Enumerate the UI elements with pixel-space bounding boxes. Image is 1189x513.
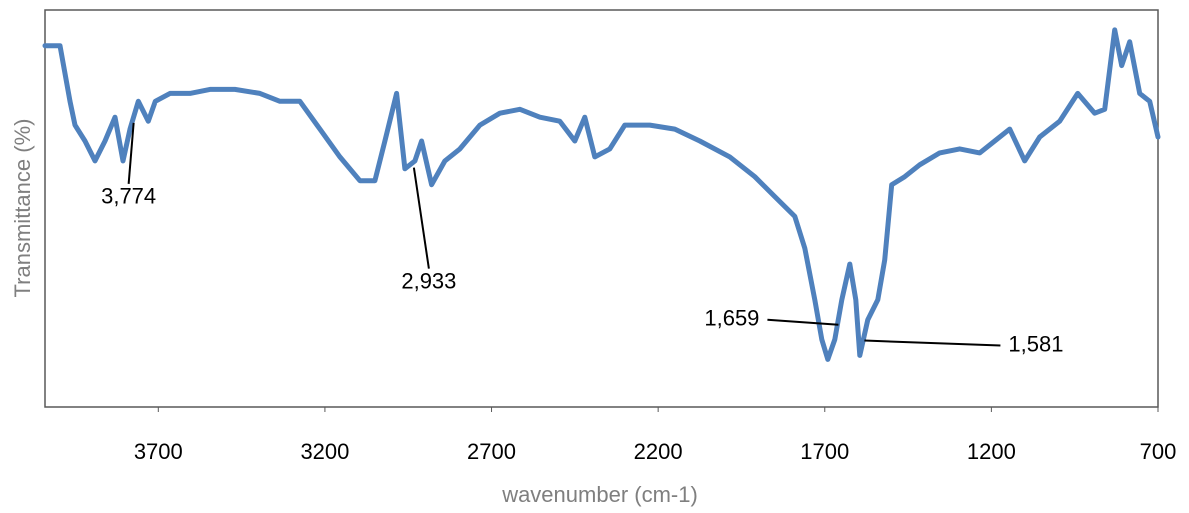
x-tick-label: 3700 <box>134 439 183 464</box>
x-tick-label: 2700 <box>467 439 516 464</box>
annotation-leader <box>127 122 135 184</box>
annotation-leader <box>767 318 839 326</box>
x-tick-label: 700 <box>1140 439 1177 464</box>
spectrum-line <box>42 27 1161 362</box>
annotation-label: 1,659 <box>704 306 759 331</box>
annotation-leader <box>412 167 430 269</box>
x-axis-title: wavenumber (cm-1) <box>501 482 698 507</box>
plot-frame <box>44 9 1159 408</box>
x-tick-label: 1200 <box>967 439 1016 464</box>
y-axis-title: Transmittance (%) <box>10 119 35 298</box>
x-tick-label: 3200 <box>300 439 349 464</box>
annotation-label: 2,933 <box>401 268 456 293</box>
annotation-label: 1,581 <box>1008 331 1063 356</box>
annotation-leader <box>864 339 1001 347</box>
x-tick-label: 1700 <box>800 439 849 464</box>
annotation-label: 3,774 <box>101 184 156 209</box>
x-tick-label: 2200 <box>634 439 683 464</box>
